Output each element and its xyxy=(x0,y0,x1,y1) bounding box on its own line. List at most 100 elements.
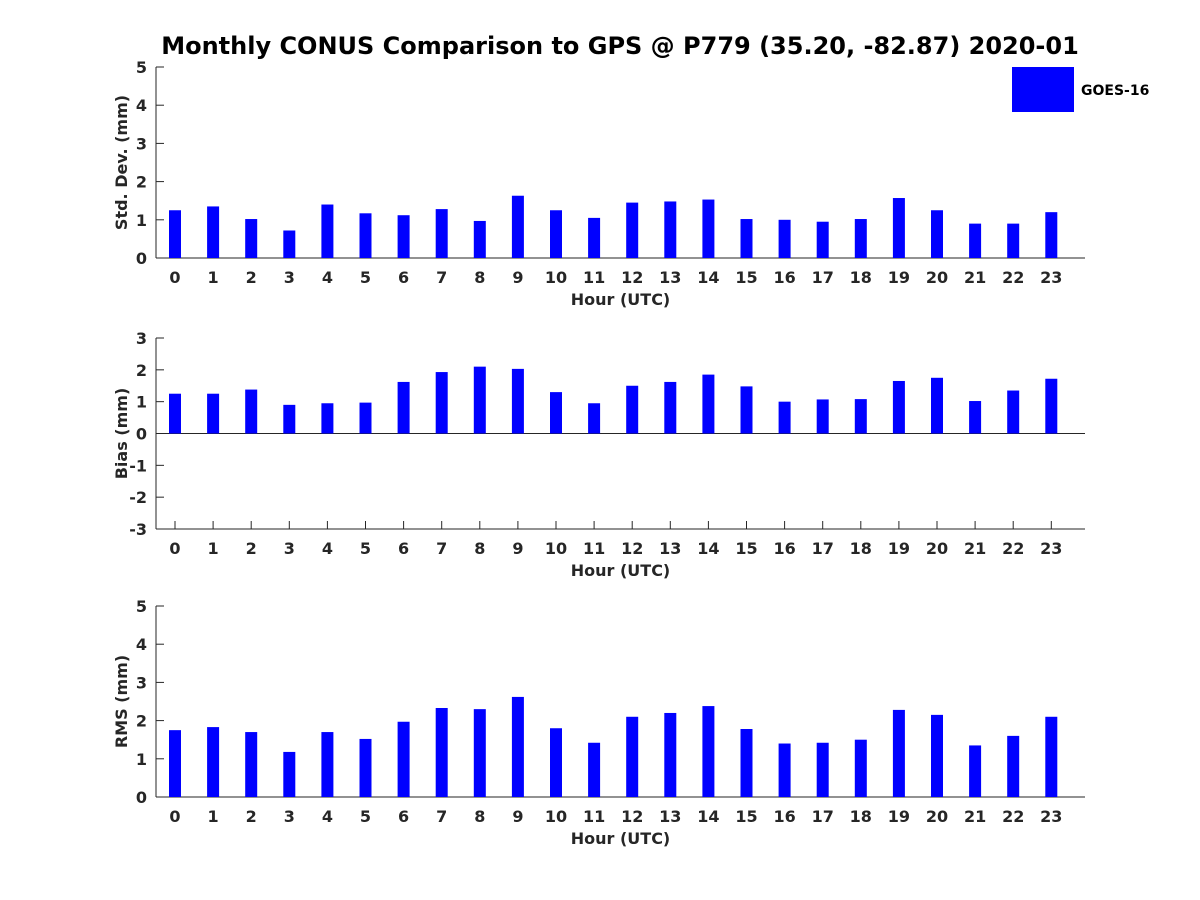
x-tick-label: 12 xyxy=(621,539,643,558)
bar-hour-20 xyxy=(931,714,943,797)
bar-hour-12 xyxy=(626,385,639,434)
y-tick-label: 2 xyxy=(136,712,147,731)
x-tick-label: 21 xyxy=(964,807,986,826)
y-tick-label: -1 xyxy=(129,456,147,475)
bar-hour-9 xyxy=(511,368,524,434)
x-tick-label: 12 xyxy=(621,807,643,826)
bar-hour-22 xyxy=(1007,390,1020,434)
bar-hour-7 xyxy=(435,209,448,258)
x-tick-label: 1 xyxy=(208,268,219,287)
x-tick-label: 9 xyxy=(512,268,523,287)
bar-hour-3 xyxy=(283,230,296,258)
x-tick-label: 17 xyxy=(812,539,834,558)
bar-hour-18 xyxy=(854,219,867,258)
x-tick-label: 19 xyxy=(888,807,910,826)
bar-hour-17 xyxy=(816,221,829,258)
x-axis-label: Hour (UTC) xyxy=(571,290,671,309)
bar-hour-8 xyxy=(473,709,486,797)
bar-hour-5 xyxy=(359,213,372,258)
bar-hour-1 xyxy=(207,206,220,258)
bar-hour-23 xyxy=(1045,716,1058,797)
bar-hour-13 xyxy=(664,712,677,797)
x-tick-label: 23 xyxy=(1040,539,1062,558)
x-tick-label: 15 xyxy=(735,807,757,826)
y-tick-label: 4 xyxy=(136,96,147,115)
y-tick-label: 3 xyxy=(136,329,147,348)
x-tick-label: 7 xyxy=(436,539,447,558)
bar-hour-11 xyxy=(588,742,601,797)
x-tick-label: 18 xyxy=(850,807,872,826)
x-tick-label: 16 xyxy=(773,539,795,558)
y-axis-label: RMS (mm) xyxy=(112,655,131,748)
bar-hour-10 xyxy=(550,210,562,258)
bar-hour-17 xyxy=(816,399,829,434)
x-tick-label: 13 xyxy=(659,807,681,826)
x-tick-label: 0 xyxy=(169,268,180,287)
bar-hour-4 xyxy=(321,732,334,797)
x-tick-label: 19 xyxy=(888,268,910,287)
x-tick-label: 21 xyxy=(964,268,986,287)
y-tick-label: 1 xyxy=(136,211,147,230)
bar-hour-17 xyxy=(816,742,829,797)
x-tick-label: 5 xyxy=(360,539,371,558)
bar-hour-22 xyxy=(1007,735,1020,797)
bar-hour-4 xyxy=(321,403,334,434)
x-axis-label: Hour (UTC) xyxy=(571,561,671,580)
y-tick-label: 3 xyxy=(136,134,147,153)
x-tick-label: 6 xyxy=(398,539,409,558)
x-tick-label: 20 xyxy=(926,807,948,826)
bar-hour-11 xyxy=(588,403,601,434)
y-tick-label: -2 xyxy=(129,488,147,507)
bar-hour-12 xyxy=(626,202,639,258)
x-tick-label: 2 xyxy=(246,268,257,287)
x-tick-label: 14 xyxy=(697,268,719,287)
x-tick-label: 0 xyxy=(169,539,180,558)
bar-hour-3 xyxy=(283,404,296,434)
x-tick-label: 15 xyxy=(735,539,757,558)
x-tick-label: 14 xyxy=(697,807,719,826)
bar-hour-6 xyxy=(397,721,410,797)
x-tick-label: 22 xyxy=(1002,539,1024,558)
x-tick-label: 3 xyxy=(284,539,295,558)
x-tick-label: 5 xyxy=(360,268,371,287)
x-tick-label: 17 xyxy=(812,268,834,287)
y-tick-label: 4 xyxy=(136,635,147,654)
bar-hour-21 xyxy=(969,401,982,434)
x-tick-label: 18 xyxy=(850,539,872,558)
bar-hour-19 xyxy=(892,380,905,434)
bar-hour-16 xyxy=(778,219,791,258)
bar-hour-16 xyxy=(778,401,791,434)
x-tick-label: 20 xyxy=(926,539,948,558)
bar-hour-10 xyxy=(550,728,562,797)
x-tick-label: 4 xyxy=(322,539,333,558)
x-tick-label: 23 xyxy=(1040,807,1062,826)
bar-hour-0 xyxy=(169,730,181,797)
x-tick-label: 4 xyxy=(322,807,333,826)
x-tick-label: 8 xyxy=(474,807,485,826)
legend-label: GOES-16 xyxy=(1081,83,1149,99)
bar-hour-8 xyxy=(473,220,486,258)
x-tick-label: 16 xyxy=(773,807,795,826)
x-tick-label: 22 xyxy=(1002,807,1024,826)
bar-hour-14 xyxy=(702,374,715,434)
x-tick-label: 6 xyxy=(398,268,409,287)
bar-hour-23 xyxy=(1045,212,1058,258)
bar-hour-15 xyxy=(740,386,753,434)
x-tick-label: 8 xyxy=(474,539,485,558)
x-tick-label: 1 xyxy=(208,539,219,558)
bar-hour-20 xyxy=(931,210,943,258)
bar-hour-1 xyxy=(207,727,220,797)
y-tick-label: -3 xyxy=(129,520,147,539)
bar-hour-2 xyxy=(245,219,258,258)
x-tick-label: 1 xyxy=(208,807,219,826)
x-tick-label: 3 xyxy=(284,268,295,287)
y-tick-label: 0 xyxy=(136,425,147,444)
bar-hour-15 xyxy=(740,219,753,258)
y-axis-label: Std. Dev. (mm) xyxy=(112,95,131,230)
x-tick-label: 9 xyxy=(512,807,523,826)
bar-hour-23 xyxy=(1045,378,1058,434)
